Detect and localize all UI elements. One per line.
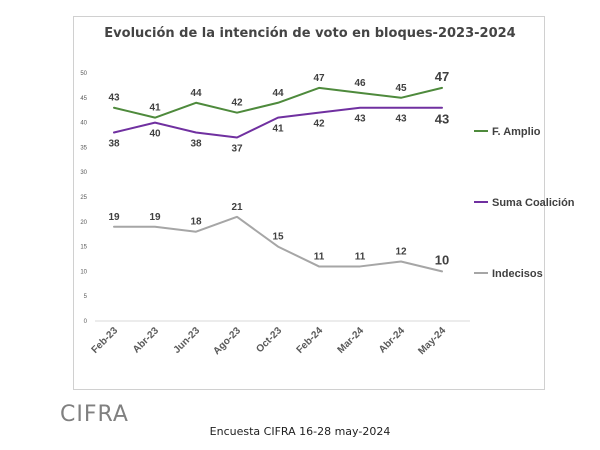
y-tick-label: 15 [80,245,87,251]
x-tick-label: Feb-23 [90,325,121,356]
x-tick-label: Mar-24 [336,325,367,356]
data-label: 43 [354,114,366,125]
y-tick-label: 10 [80,269,87,275]
x-tick-label: Abr-24 [377,325,407,355]
y-axis: 0 5 10 15 20 25 30 35 40 45 50 [80,71,87,325]
chart-frame [73,16,545,390]
data-label: 47 [313,73,325,84]
data-label: 44 [190,88,202,99]
data-label: 42 [231,98,243,109]
y-tick-label: 35 [80,145,87,151]
footer-note: Encuesta CIFRA 16-28 may-2024 [209,425,391,438]
y-tick-label: 5 [84,294,88,300]
data-label: 47 [435,69,449,84]
legend-label: Indecisos [492,268,543,280]
series-lines [113,86,443,273]
x-tick-label: Jun-23 [172,325,203,356]
y-tick-label: 25 [80,195,87,201]
series-line [113,215,443,273]
series-line [113,86,443,119]
data-label: 45 [395,83,407,94]
data-labels: 43 41 44 42 44 47 46 45 47 38 40 38 37 41 42 43 43 43 19 19… [108,69,449,268]
data-label: 40 [149,129,161,140]
data-label: 19 [149,212,161,223]
legend: F. Amplio Suma Coalición Indecisos [474,126,575,280]
data-label: 37 [231,143,243,154]
data-label: 11 [314,251,325,262]
cifra-logo: CIFRA [60,402,129,427]
x-tick-label: Abr-23 [131,325,161,355]
data-label: 38 [190,139,202,150]
data-label: 12 [395,246,407,257]
x-tick-label: Oct-23 [254,325,284,355]
data-label: 11 [355,251,366,262]
x-tick-label: May-24 [416,325,448,357]
data-label: 41 [149,103,161,114]
series-line [113,106,443,139]
y-tick-label: 50 [80,71,87,77]
data-label: 38 [108,139,120,150]
data-label: 43 [435,112,449,127]
data-label: 21 [231,202,243,213]
data-label: 19 [108,212,120,223]
y-tick-label: 30 [80,170,87,176]
data-label: 44 [272,88,284,99]
chart-title: Evolución de la intención de voto en blo… [104,26,515,41]
data-label: 43 [395,114,407,125]
legend-label: F. Amplio [492,126,541,138]
data-label: 42 [313,119,325,130]
y-tick-label: 40 [80,121,87,127]
x-axis: Feb-23 Abr-23 Jun-23 Ago-23 Oct-23 Feb-24 Mar-… [90,320,470,357]
data-label: 41 [272,124,284,135]
data-label: 10 [435,252,449,267]
x-tick-label: Ago-23 [211,325,243,357]
data-label: 46 [354,78,366,89]
data-label: 18 [190,217,202,228]
data-label: 15 [272,232,284,243]
y-tick-label: 45 [80,96,87,102]
legend-label: Suma Coalición [492,197,575,209]
y-tick-label: 0 [84,319,88,325]
x-tick-label: Feb-24 [295,325,326,356]
data-label: 43 [108,93,120,104]
y-tick-label: 20 [80,220,87,226]
